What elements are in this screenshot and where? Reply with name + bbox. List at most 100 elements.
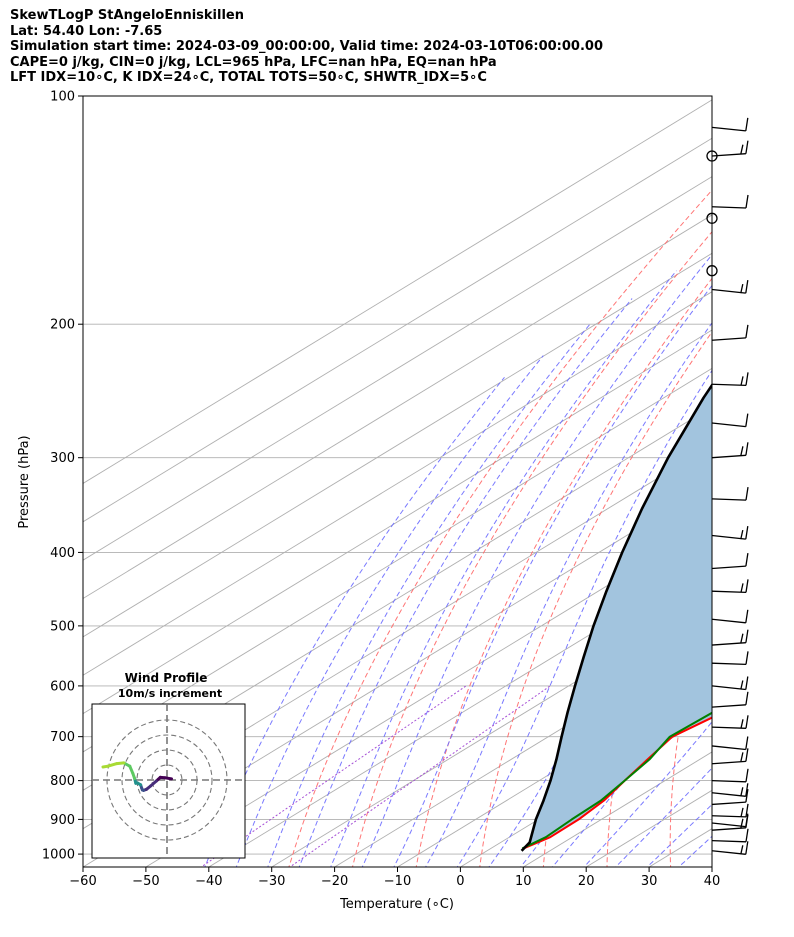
y-tick-label: 800 xyxy=(50,774,75,789)
wind-barb-flag xyxy=(745,413,749,427)
wind-barb xyxy=(711,280,749,294)
y-tick-label: 700 xyxy=(50,730,75,745)
x-tick-label: −30 xyxy=(258,874,285,889)
wind-barb xyxy=(711,553,749,570)
dry-adiabat xyxy=(732,96,794,870)
wind-barb xyxy=(711,487,749,501)
wind-barb-shaft xyxy=(711,383,747,387)
hodograph-plot xyxy=(92,704,245,858)
wind-barb xyxy=(711,117,749,132)
wind-barb-flag xyxy=(745,553,749,567)
x-tick-label: −40 xyxy=(195,874,222,889)
moist-adiabat xyxy=(330,270,677,867)
isotherm-line xyxy=(83,329,712,715)
wind-barb xyxy=(711,748,749,765)
wind-barb-flag xyxy=(745,629,749,643)
moist-adiabat xyxy=(298,298,633,867)
calm-wind-marker xyxy=(706,212,718,224)
simulation-times: Simulation start time: 2024-03-09_00:00:… xyxy=(10,39,603,55)
wind-barb xyxy=(711,140,749,157)
wind-barb-flag xyxy=(745,736,749,750)
hodograph: Wind Profile 10m/s increment xyxy=(91,671,246,859)
axis-ticks: −60 −50 −40 −30 −20 −10 0 10 20 30 40 1000 900 800 700… xyxy=(42,90,720,890)
wind-barb-shaft xyxy=(711,662,747,666)
y-tick-label: 300 xyxy=(50,451,75,466)
hodograph-title: Wind Profile xyxy=(125,671,208,685)
wind-barb xyxy=(711,413,749,428)
dry-adiabat xyxy=(351,230,712,867)
wind-barb-shaft xyxy=(711,498,747,501)
x-tick-label: −50 xyxy=(132,874,159,889)
wind-barb-half-flag xyxy=(740,719,744,729)
dry-adiabat xyxy=(288,189,712,867)
isotherm-line xyxy=(270,598,712,867)
wind-barb-shaft xyxy=(711,839,747,843)
wind-barb-flag xyxy=(745,748,749,762)
wind-barb xyxy=(711,526,749,540)
hodograph-segment xyxy=(106,762,119,768)
wind-barb-half-flag xyxy=(740,807,744,818)
hodograph-segment xyxy=(101,764,110,769)
wind-barb-shaft xyxy=(711,822,746,828)
moist-adiabat xyxy=(361,253,712,867)
chart-title: SkewTLogP StAngeloEnniskillen xyxy=(10,8,244,23)
moist-adiabat xyxy=(235,355,544,867)
cape-fill-layer xyxy=(521,385,712,851)
wind-barb-shaft xyxy=(711,422,746,428)
wind-barb-flag xyxy=(745,194,749,209)
wind-barb xyxy=(711,783,749,797)
x-axis-label: Temperature (∘C) xyxy=(339,897,454,912)
y-tick-label: 400 xyxy=(50,546,75,561)
wind-barb-shaft xyxy=(711,534,746,540)
isotherm-line xyxy=(83,252,712,638)
wind-barb-half-flag xyxy=(740,144,744,154)
dewpoint-line xyxy=(521,711,712,850)
dry-adiabat xyxy=(479,331,712,867)
wind-barb xyxy=(711,651,749,666)
wind-barb-half-flag xyxy=(740,529,744,540)
wind-barb-flag xyxy=(745,609,749,623)
x-tick-label: 30 xyxy=(641,874,658,889)
x-tick-label: 10 xyxy=(515,874,532,889)
wind-barb-half-flag xyxy=(740,787,744,797)
wind-barb-half-flag xyxy=(740,446,744,456)
wind-barb xyxy=(711,803,749,818)
wind-barb-half-flag xyxy=(740,633,744,643)
isotherm-line xyxy=(83,482,712,867)
wind-barb-shaft xyxy=(711,685,746,691)
y-axis-label: Pressure (hPa) xyxy=(17,435,32,528)
wind-barb xyxy=(711,442,749,459)
wind-barb-shaft xyxy=(711,779,747,783)
stability-indices-1: CAPE=0 j/kg, CIN=0 j/kg, LCL=965 hPa, LF… xyxy=(10,54,497,70)
wind-barb-shaft xyxy=(711,590,747,594)
wind-barb-shaft xyxy=(711,801,746,806)
isotherm-line xyxy=(333,636,712,867)
wind-barb-flag xyxy=(745,280,749,294)
y-tick-label: 900 xyxy=(50,813,75,828)
moist-adiabat xyxy=(709,864,712,867)
wind-barb-shaft xyxy=(711,726,747,729)
wind-barb-shaft xyxy=(711,850,746,855)
calm-wind-marker xyxy=(706,150,718,162)
wind-barb xyxy=(711,789,749,806)
wind-barb-flag xyxy=(745,828,749,842)
isotherm-line xyxy=(83,176,712,561)
wind-barb xyxy=(711,841,749,855)
wind-barb-shaft xyxy=(711,760,746,765)
wind-barb xyxy=(711,609,749,624)
isotherm-line xyxy=(83,99,712,484)
wind-barb xyxy=(711,715,749,729)
x-tick-label: −60 xyxy=(69,874,96,889)
mixing-ratio-line xyxy=(289,685,551,867)
isotherm-line xyxy=(711,866,712,867)
wind-barb-flag xyxy=(745,526,749,540)
wind-barb-shaft xyxy=(711,337,746,341)
dry-adiabat xyxy=(415,277,712,867)
wind-barb-flag xyxy=(745,651,749,665)
wind-barb-half-flag xyxy=(740,752,744,762)
wind-barb xyxy=(711,629,749,646)
temperature-line xyxy=(523,716,712,850)
wind-barb-flag xyxy=(745,442,749,456)
wind-barb-flag xyxy=(745,715,749,729)
wind-barb-flag xyxy=(745,324,749,338)
